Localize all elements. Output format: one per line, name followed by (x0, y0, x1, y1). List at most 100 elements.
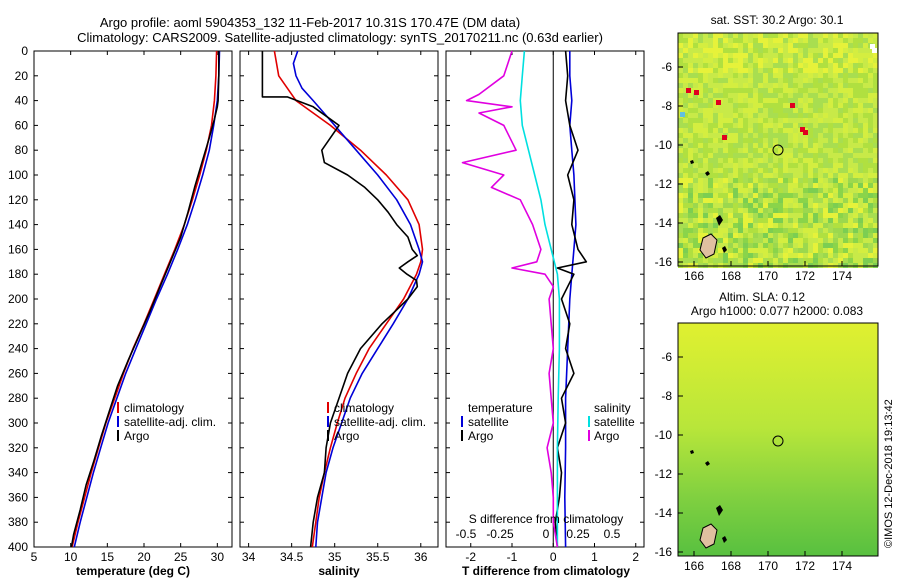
sst-pixel (863, 198, 868, 203)
sst-pixel (848, 233, 853, 238)
sst-pixel (853, 228, 858, 233)
sst-pixel (828, 118, 833, 123)
sst-pixel (833, 228, 838, 233)
sst-pixel (838, 188, 843, 193)
sst-pixel (683, 48, 688, 53)
sst-pixel (763, 213, 768, 218)
sst-pixel (748, 143, 753, 148)
sst-pixel (743, 148, 748, 153)
sst-pixel (873, 63, 878, 68)
depth-tick-label: 60 (15, 118, 29, 132)
sst-pixel (773, 43, 778, 48)
sst-pixel (843, 63, 848, 68)
sst-pixel (843, 223, 848, 228)
sst-pixel (703, 98, 708, 103)
legend-title-salinity: salinity (594, 401, 631, 415)
sst-pixel (703, 223, 708, 228)
sst-pixel (713, 98, 718, 103)
sst-pixel (853, 53, 858, 58)
sst-pixel (723, 178, 728, 183)
sst-pixel (793, 68, 798, 73)
sst-pixel (798, 173, 803, 178)
sst-map-border (677, 32, 879, 267)
sst-pixel (748, 198, 753, 203)
sst-pixel (773, 183, 778, 188)
sst-pixel (863, 108, 868, 113)
sst-pixel (753, 163, 758, 168)
sst-pixel (808, 73, 813, 78)
sst-pixel (703, 168, 708, 173)
sst-pixel (748, 248, 753, 253)
sst-pixel (728, 178, 733, 183)
sst-pixel (728, 143, 733, 148)
sst-pixel (838, 193, 843, 198)
sst-pixel (783, 233, 788, 238)
depth-tick-label: 400 (8, 540, 28, 554)
sst-pixel (758, 133, 763, 138)
sst-pixel (723, 43, 728, 48)
sst-pixel (788, 173, 793, 178)
sst-pixel (683, 73, 688, 78)
x-tick-label: 35.5 (366, 550, 390, 564)
sst-pixel (783, 98, 788, 103)
s-difference-tick-label: 0.25 (566, 527, 590, 541)
sst-pixel (838, 58, 843, 63)
sst-pixel (783, 178, 788, 183)
sst-pixel (738, 73, 743, 78)
sst-pixel (833, 68, 838, 73)
sst-pixel (718, 148, 723, 153)
sst-pixel (723, 83, 728, 88)
sst-pixel (703, 173, 708, 178)
sst-pixel (813, 133, 818, 138)
sst-pixel (743, 168, 748, 173)
sst-pixel (738, 198, 743, 203)
sst-pixel (728, 128, 733, 133)
sst-pixel (778, 198, 783, 203)
sst-pixel (713, 138, 718, 143)
sst-pixel (803, 213, 808, 218)
sst-pixel (823, 158, 828, 163)
sst-pixel (753, 73, 758, 78)
sst-pixel (738, 148, 743, 153)
sst-pixel (793, 113, 798, 118)
sst-pixel (718, 153, 723, 158)
sst-pixel (773, 178, 778, 183)
sst-pixel (783, 193, 788, 198)
sst-pixel (768, 248, 773, 253)
sst-pixel (768, 208, 773, 213)
sst-pixel (773, 93, 778, 98)
sst-pixel (708, 188, 713, 193)
sst-pixel (778, 78, 783, 83)
depth-tick-label: 160 (8, 242, 28, 256)
sst-pixel (833, 33, 838, 38)
sst-pixel (708, 123, 713, 128)
sst-pixel (873, 98, 878, 103)
sst-pixel (768, 108, 773, 113)
sst-pixel (803, 138, 808, 143)
sst-pixel (873, 88, 878, 93)
sst-pixel (793, 248, 798, 253)
sst-pixel (823, 178, 828, 183)
sst-pixel (813, 243, 818, 248)
sst-pixel (743, 73, 748, 78)
sst-pixel (833, 123, 838, 128)
sst-pixel (683, 213, 688, 218)
sst-pixel (863, 188, 868, 193)
sst-pixel (698, 98, 703, 103)
sst-pixel (873, 103, 878, 108)
s-difference-tick-label: -0.5 (456, 527, 477, 541)
sst-pixel (818, 248, 823, 253)
sst-pixel (843, 103, 848, 108)
map-x-tick-label: 170 (758, 559, 778, 573)
sst-pixel (718, 158, 723, 163)
sst-pixel (843, 158, 848, 163)
sst-pixel (738, 133, 743, 138)
sst-pixel (803, 153, 808, 158)
sst-pixel (738, 258, 743, 263)
sst-pixel (828, 203, 833, 208)
island-shape (722, 246, 727, 253)
x-tick-label: 15 (101, 550, 115, 564)
sst-pixel (858, 103, 863, 108)
sst-pixel (733, 88, 738, 93)
sst-pixel (678, 198, 683, 203)
